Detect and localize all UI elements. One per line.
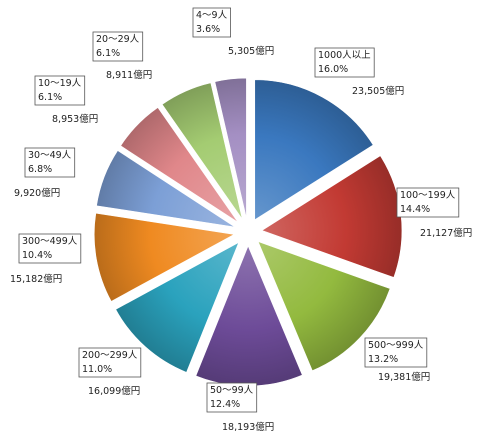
pie-slice (214, 77, 247, 219)
pie-slice (93, 212, 236, 302)
pie-slice (115, 241, 240, 373)
slice-percent-label: 6.8% (28, 164, 52, 175)
slice-label: 500〜999人 13.2% (364, 337, 428, 368)
slice-label-box (24, 147, 76, 178)
slice-amount-label: 16,099億円 (88, 385, 140, 397)
slices-group (93, 77, 403, 387)
slice-category-label: 300〜499人 (22, 236, 78, 247)
slice-label: 50〜99人 12.4% (206, 382, 258, 413)
slice-category-label: 50〜99人 (210, 385, 254, 396)
slice-category-label: 30〜49人 (28, 150, 72, 161)
slice-percent-label: 11.0% (82, 364, 112, 375)
slice-category-label: 1000人以上 (318, 50, 371, 61)
pie-slice (254, 79, 374, 221)
slice-label-box (206, 382, 258, 413)
slice-percent-label: 12.4% (210, 399, 240, 410)
slice-percent-label: 10.4% (22, 250, 52, 261)
slice-category-label: 100〜199人 (400, 190, 456, 201)
slice-label-box (18, 233, 82, 264)
slice-category-label: 200〜299人 (82, 350, 138, 361)
slice-percent-label: 14.4% (400, 204, 430, 215)
pie-slice (161, 82, 243, 220)
slice-percent-label: 3.6% (196, 24, 220, 35)
slice-label: 10〜19人 6.1% (34, 75, 86, 106)
slice-percent-label: 6.1% (96, 48, 120, 59)
pie-slice (257, 241, 391, 372)
slice-category-label: 500〜999人 (368, 340, 424, 351)
slice-label: 200〜299人 11.0% (78, 347, 142, 378)
slice-label: 1000人以上 16.0% (314, 47, 375, 78)
slice-label-box (314, 47, 375, 78)
slice-amount-label: 15,182億円 (10, 273, 62, 285)
slice-label-box (78, 347, 142, 378)
slice-label-box (192, 7, 231, 38)
slice-amount-label: 8,911億円 (106, 69, 152, 81)
slice-label: 20〜29人 6.1% (92, 31, 144, 62)
slice-label: 4〜9人 3.6% (192, 7, 231, 38)
slice-label: 100〜199人 14.4% (396, 187, 460, 218)
slice-label: 300〜499人 10.4% (18, 233, 82, 264)
labels-group: 1000人以上 16.0% 23,505億円 100〜199人 14.4% 21,127億… (10, 7, 472, 433)
slice-label-box (396, 187, 460, 218)
slice-amount-label: 23,505億円 (352, 85, 404, 97)
slice-label-box (92, 31, 144, 62)
slice-amount-label: 5,305億円 (228, 45, 274, 57)
slice-amount-label: 18,193億円 (222, 421, 274, 433)
slice-category-label: 10〜19人 (38, 78, 82, 89)
slice-category-label: 4〜9人 (196, 10, 228, 21)
slice-amount-label: 8,953億円 (52, 113, 98, 125)
slice-percent-label: 6.1% (38, 92, 62, 103)
slice-category-label: 20〜29人 (96, 34, 140, 45)
slice-amount-label: 21,127億円 (420, 227, 472, 239)
pie-slice (96, 150, 236, 228)
pie-slice (120, 107, 239, 223)
slice-percent-label: 16.0% (318, 64, 348, 75)
slice-amount-label: 19,381億円 (378, 371, 430, 383)
slice-label-box (364, 337, 428, 368)
slice-label: 30〜49人 6.8% (24, 147, 76, 178)
slice-percent-label: 13.2% (368, 354, 398, 365)
slice-amount-label: 9,920億円 (14, 187, 60, 199)
slice-label-box (34, 75, 86, 106)
